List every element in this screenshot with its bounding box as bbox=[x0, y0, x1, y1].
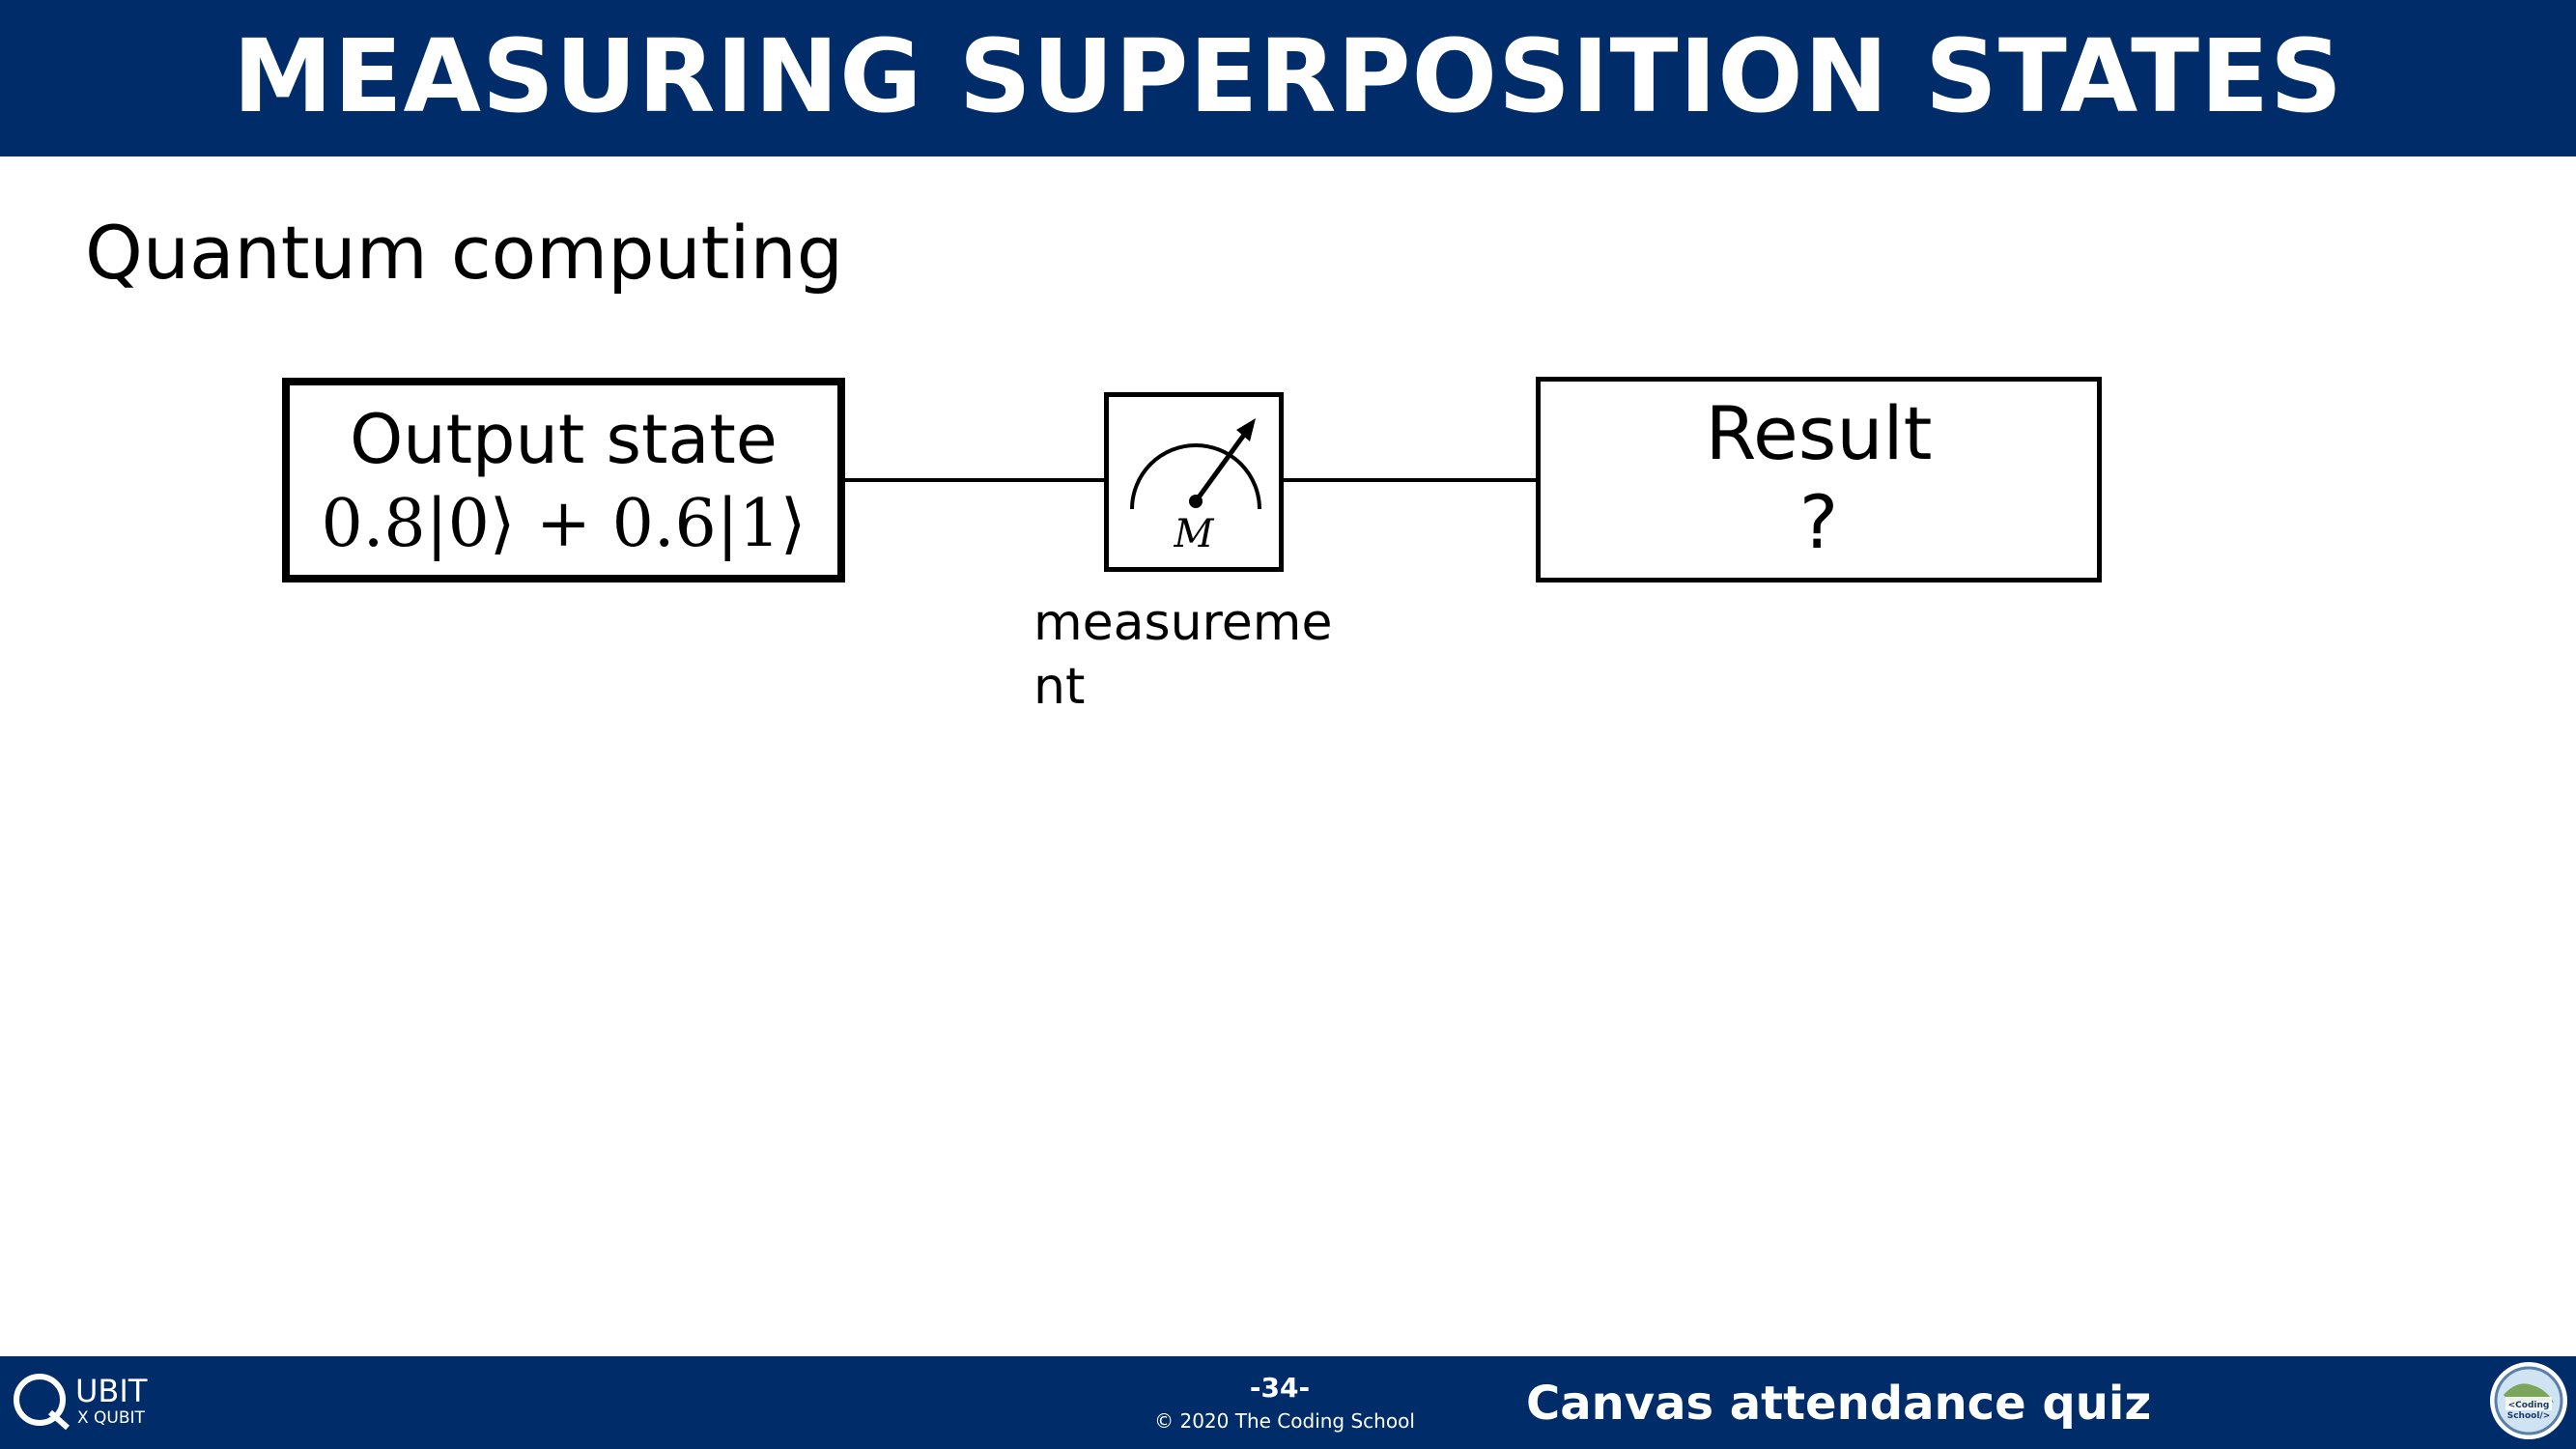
measurement-caption: measurement bbox=[1033, 594, 1333, 716]
canvas-quiz-link[interactable]: Canvas attendance quiz bbox=[1526, 1377, 2152, 1431]
copyright-notice: © 2020 The Coding School bbox=[1154, 1409, 1415, 1433]
slide-subtitle: Quantum computing bbox=[85, 210, 843, 296]
result-box: Result ? bbox=[1536, 377, 2102, 582]
coding-school-logo-icon: <Coding School/> bbox=[2490, 1362, 2567, 1439]
circuit-wire-left bbox=[845, 478, 1104, 482]
measurement-gate: M bbox=[1104, 392, 1284, 572]
output-state-box: Output state 0.8|0⟩ + 0.6|1⟩ bbox=[282, 378, 845, 582]
svg-text:School/>: School/> bbox=[2507, 1411, 2551, 1421]
svg-text:<Coding: <Coding bbox=[2508, 1401, 2550, 1410]
slide-title: MEASURING SUPERPOSITION STATES bbox=[232, 17, 2344, 135]
page-number: -34- bbox=[1249, 1372, 1311, 1404]
output-state-label: Output state bbox=[350, 400, 778, 479]
result-value: ? bbox=[1798, 479, 1839, 565]
measurement-gate-letter: M bbox=[1174, 512, 1214, 556]
circuit-wire-right bbox=[1281, 478, 1536, 482]
footer-bar: UBIT X QUBIT -34- © 2020 The Coding Scho… bbox=[0, 1356, 2576, 1449]
output-state-expression: 0.8|0⟩ + 0.6|1⟩ bbox=[321, 486, 807, 562]
logo-text-main: UBIT bbox=[75, 1373, 148, 1409]
header-bar: MEASURING SUPERPOSITION STATES bbox=[0, 0, 2576, 156]
logo-text-sub: X QUBIT bbox=[77, 1408, 145, 1428]
qubit-logo-icon bbox=[14, 1374, 70, 1431]
result-label: Result bbox=[1705, 390, 1933, 476]
measurement-meter-icon bbox=[1130, 418, 1261, 510]
